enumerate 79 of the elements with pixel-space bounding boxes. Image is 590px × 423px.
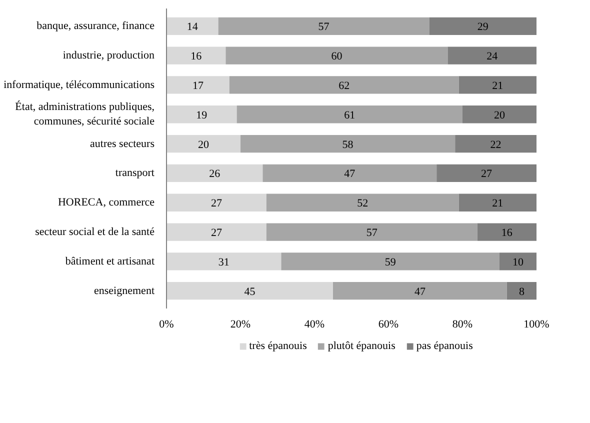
bar (506, 282, 536, 300)
data-label: 20 (198, 138, 210, 151)
legend-label: très épanouis (249, 340, 307, 352)
bar (166, 282, 333, 300)
bar (166, 164, 263, 182)
data-label: 17 (192, 80, 204, 92)
bar (166, 46, 226, 64)
x-tick-label: 40% (304, 318, 325, 330)
bar (266, 194, 459, 212)
y-tick-label: autres secteurs (90, 138, 155, 150)
bar (477, 223, 536, 241)
y-tick-label: banque, assurance, finance (36, 20, 155, 32)
data-label: 27 (210, 227, 222, 240)
data-label: 20 (494, 109, 506, 122)
bar (436, 164, 536, 182)
data-label: 59 (384, 256, 396, 268)
bar (458, 76, 536, 94)
data-label: 57 (366, 227, 378, 240)
data-label: 45 (244, 286, 256, 298)
data-label: 16 (190, 50, 202, 63)
bar (226, 46, 448, 64)
y-tick-label: État, administrations publiques, communes, sécurité sociale (15, 100, 155, 128)
bar (236, 106, 462, 124)
bar (166, 106, 237, 124)
bar (240, 134, 456, 153)
data-label: 26 (209, 168, 221, 180)
data-label: 24 (486, 50, 498, 63)
bar (166, 17, 218, 35)
data-label: 22 (490, 138, 502, 151)
bar (166, 76, 230, 94)
data-label: 62 (338, 80, 350, 92)
data-label: 29 (477, 21, 489, 34)
bar (500, 252, 536, 270)
x-tick-label: 60% (378, 318, 399, 330)
x-tick-label: 0% (159, 318, 174, 330)
bar (448, 46, 536, 64)
data-label: 47 (344, 168, 356, 180)
bar (333, 282, 507, 300)
data-label: 27 (210, 198, 222, 210)
data-label: 47 (414, 286, 426, 298)
y-tick-label: enseignement (94, 284, 155, 297)
y-tick-label: informatique, télécommunications (4, 78, 155, 91)
legend-label: plutôt épanouis (328, 340, 396, 352)
data-label: 58 (342, 138, 354, 151)
y-tick-label: secteur social et de la santé (35, 226, 155, 238)
data-label: 10 (512, 256, 524, 268)
bar (262, 164, 437, 182)
bar (218, 17, 430, 35)
bar (166, 223, 266, 241)
y-tick-label: HORECA, commerce (58, 196, 155, 209)
bar (455, 134, 536, 153)
bar (462, 106, 536, 124)
x-tick-label: 20% (230, 318, 251, 330)
legend-label: pas épanouis (416, 340, 473, 352)
x-tick-label: 80% (452, 318, 473, 330)
bar (458, 194, 536, 212)
data-label: 61 (344, 109, 356, 122)
x-tick-label: 100% (524, 318, 550, 330)
data-label: 21 (492, 198, 504, 210)
y-tick-label: industrie, production (62, 50, 155, 62)
y-tick-label: transport (115, 167, 155, 180)
bar (429, 17, 536, 35)
bar (166, 194, 266, 212)
data-label: 31 (218, 256, 230, 268)
bar (166, 252, 282, 270)
bar (166, 134, 240, 153)
data-label: 57 (318, 21, 330, 34)
y-tick-label: bâtiment et artisanat (65, 255, 154, 268)
bar (281, 252, 500, 270)
data-label: 14 (186, 21, 198, 34)
data-label: 16 (501, 227, 513, 240)
data-label: 27 (481, 168, 493, 180)
data-label: 60 (331, 50, 343, 63)
bar (266, 223, 478, 241)
data-label: 8 (518, 286, 525, 298)
data-label: 52 (357, 198, 368, 210)
data-label: 19 (196, 109, 208, 122)
bar (229, 76, 459, 94)
data-label: 21 (492, 80, 504, 92)
